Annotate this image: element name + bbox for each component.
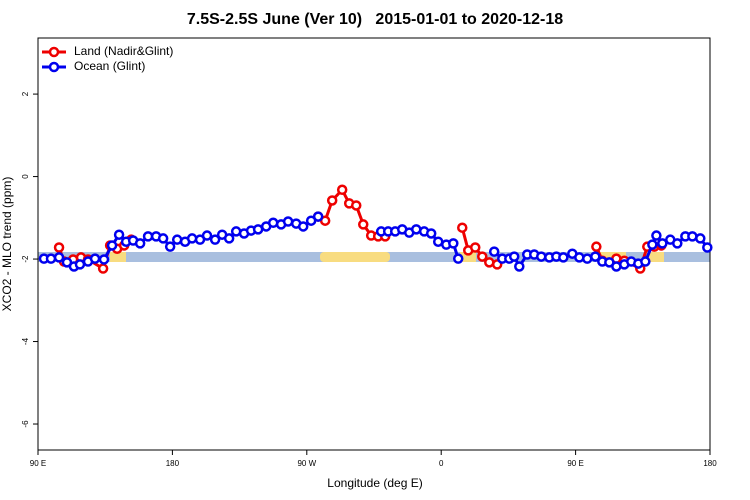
x-tick-label: 0: [439, 459, 444, 468]
point: [590, 251, 601, 262]
point: [574, 252, 585, 263]
point: [74, 259, 86, 270]
legend-text: Land (Nadir&Glint): [74, 44, 173, 58]
point: [164, 241, 176, 252]
x-axis-label: Longitude (deg E): [327, 476, 422, 490]
point: [89, 253, 101, 264]
point: [113, 229, 125, 240]
y-axis-label: XCO2 - MLO trend (ppm): [0, 177, 14, 312]
y-tick-label: 2: [21, 91, 30, 96]
land-strip: [320, 252, 390, 262]
y-tick-label: -2: [21, 255, 30, 263]
land-strip: [646, 252, 664, 262]
point: [432, 236, 444, 247]
y-tick-label: -6: [21, 420, 30, 428]
point: [488, 246, 500, 257]
point: [640, 256, 651, 267]
point: [142, 231, 154, 242]
land-strip: [110, 252, 126, 262]
point: [477, 251, 488, 262]
legend-marker: [48, 46, 60, 58]
point: [536, 251, 547, 262]
point: [657, 238, 668, 249]
point: [695, 233, 706, 244]
point: [201, 230, 213, 241]
point: [469, 242, 481, 253]
point: [282, 216, 294, 227]
point: [45, 253, 57, 264]
point: [186, 233, 198, 244]
point: [672, 238, 683, 249]
x-tick-label: 90 E: [30, 459, 46, 468]
point: [297, 221, 309, 232]
x-tick-label: 180: [166, 459, 180, 468]
point: [591, 241, 602, 252]
point: [651, 230, 662, 241]
y-tick-label: -4: [21, 337, 30, 345]
point: [647, 239, 658, 250]
point: [425, 228, 437, 239]
point: [702, 242, 713, 253]
point: [53, 252, 65, 263]
point: [98, 254, 110, 265]
point: [134, 238, 146, 249]
point: [581, 253, 593, 264]
point: [448, 238, 459, 249]
point: [514, 261, 525, 272]
point: [326, 195, 338, 206]
point: [53, 242, 65, 253]
point: [252, 224, 264, 235]
point: [157, 233, 169, 244]
point: [350, 200, 362, 211]
legend-text: Ocean (Glint): [74, 59, 145, 73]
point: [336, 184, 348, 196]
land-strip: [460, 252, 476, 262]
point: [357, 219, 369, 230]
point: [457, 222, 468, 233]
x-tick-label: 90 W: [297, 459, 316, 468]
x-tick-label: 90 E: [567, 459, 583, 468]
x-tick-label: 180: [703, 459, 717, 468]
point: [223, 233, 235, 244]
point: [97, 263, 109, 274]
legend-marker: [48, 61, 60, 73]
point: [312, 211, 324, 222]
point: [452, 253, 464, 264]
point: [106, 240, 118, 251]
point: [558, 252, 569, 263]
point: [209, 234, 221, 245]
y-tick-label: 0: [21, 174, 30, 179]
point: [508, 251, 520, 262]
chart-title: 7.5S-2.5S June (Ver 10) 2015-01-01 to 20…: [187, 11, 563, 28]
